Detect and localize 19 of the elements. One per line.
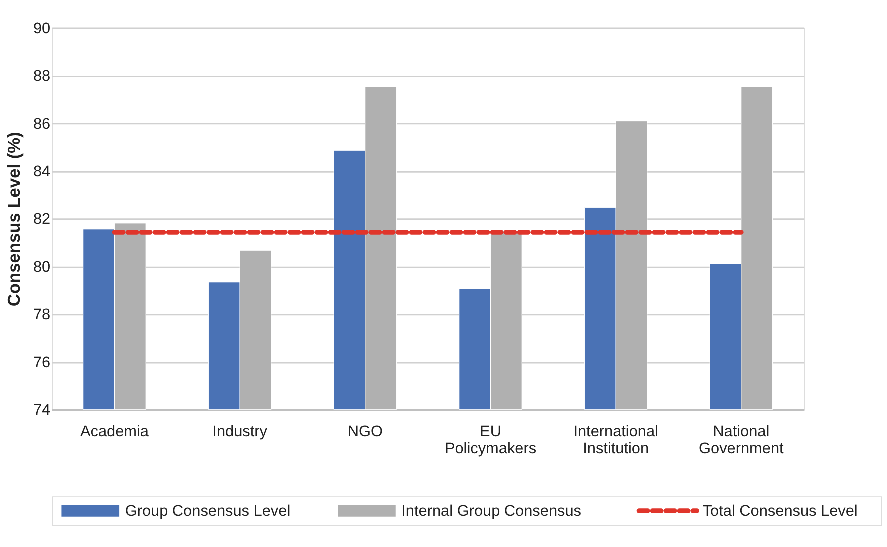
x-tick-label: International Institution xyxy=(574,423,658,458)
y-tick-label: 88 xyxy=(33,68,51,86)
x-tick-label: National Government xyxy=(699,423,785,458)
y-axis-title: Consensus Level (%) xyxy=(4,132,24,307)
legend-label: Total Consensus Level xyxy=(702,502,858,520)
y-tick-label: 80 xyxy=(33,258,51,276)
legend-label: Group Consensus Level xyxy=(125,502,291,520)
y-tick-label: 90 xyxy=(33,20,51,38)
y-tick-label: 84 xyxy=(33,163,52,180)
x-tick-label: NGO xyxy=(348,423,383,440)
y-tick-label: 74 xyxy=(33,402,52,420)
y-tick-label: 76 xyxy=(33,354,51,372)
y-tick-label: 78 xyxy=(33,306,51,324)
x-tick-label: Industry xyxy=(212,423,268,440)
x-tick-label: Academia xyxy=(80,423,150,440)
y-tick-label: 82 xyxy=(33,211,51,228)
y-tick-label: 86 xyxy=(33,116,51,133)
x-tick-label: EU Policymakers xyxy=(444,423,537,458)
legend-label: Internal Group Consensus xyxy=(402,502,582,520)
